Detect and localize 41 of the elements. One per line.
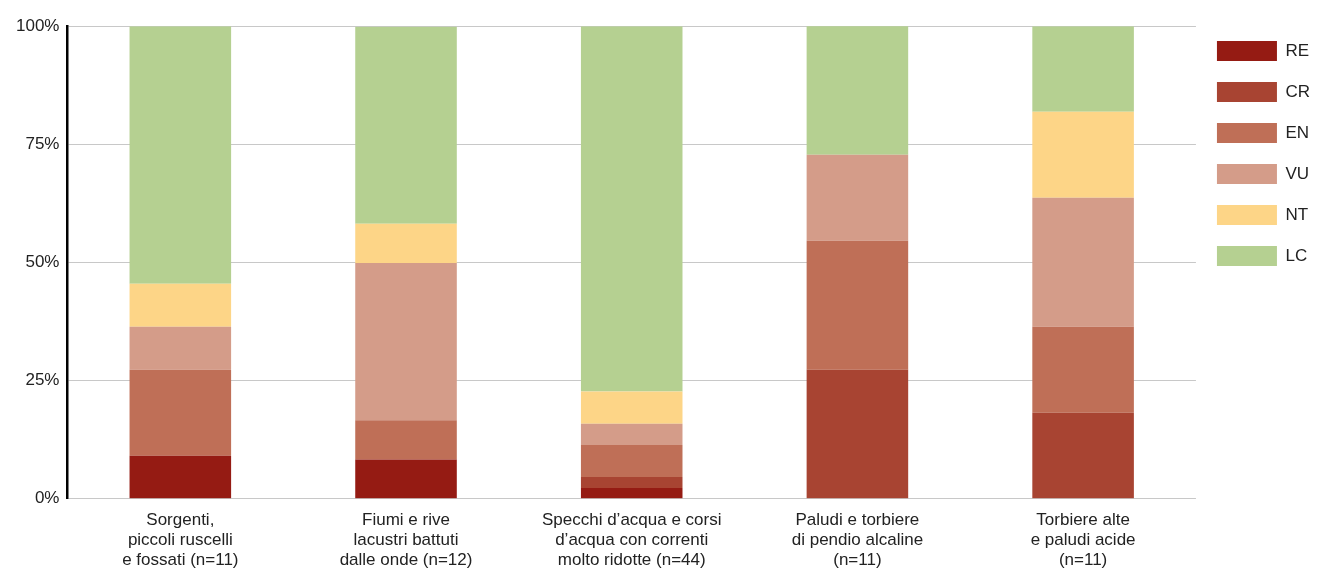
- bar: [1032, 26, 1134, 112]
- x-tick-label: Specchi d’acqua e corsi d’acqua con correnti molto ridotte (n=44): [541, 509, 722, 570]
- bar: [580, 391, 683, 424]
- legend-label: NT: [1285, 204, 1309, 224]
- bar: [1032, 111, 1134, 198]
- y-tick-label: 25%: [25, 370, 60, 390]
- bar: [580, 423, 683, 445]
- bar: [129, 26, 232, 284]
- legend-label: EN: [1285, 122, 1310, 142]
- y-tick-label: 100%: [16, 15, 60, 35]
- bar: [129, 455, 232, 499]
- legend-label: VU: [1285, 163, 1310, 183]
- bar: [580, 444, 683, 478]
- legend-label: RE: [1285, 40, 1310, 60]
- bar: [355, 262, 457, 421]
- bar: [806, 369, 909, 499]
- bar: [580, 26, 683, 392]
- x-tick-label: Sorgenti, piccoli ruscelli e fossati (n=11): [122, 509, 239, 570]
- bar: [1032, 412, 1134, 499]
- y-tick-label: 50%: [25, 252, 60, 272]
- legend-label: LC: [1285, 245, 1308, 265]
- bar: [806, 26, 909, 155]
- bar: [355, 459, 457, 499]
- bar: [580, 487, 683, 499]
- y-tick-label: 0%: [34, 488, 60, 508]
- bar: [355, 223, 457, 263]
- bar: [129, 369, 232, 456]
- bar: [129, 326, 232, 370]
- x-tick-label: Fiumi e rive lacustri battuti dalle onde (n=12): [339, 509, 473, 570]
- x-tick-label: Torbiere alte e paludi acide (n=11): [1030, 509, 1136, 570]
- bar: [355, 420, 457, 460]
- x-tick-label: Paludi e torbiere di pendio alcaline (n=11): [791, 509, 924, 570]
- bar: [1032, 326, 1134, 413]
- bar: [355, 26, 457, 224]
- bar: [806, 240, 909, 370]
- bar: [580, 477, 683, 488]
- bar: [806, 154, 909, 241]
- bar: [129, 283, 232, 327]
- legend-label: CR: [1285, 81, 1311, 101]
- y-tick-label: 75%: [25, 134, 60, 154]
- bar: [1032, 197, 1134, 327]
